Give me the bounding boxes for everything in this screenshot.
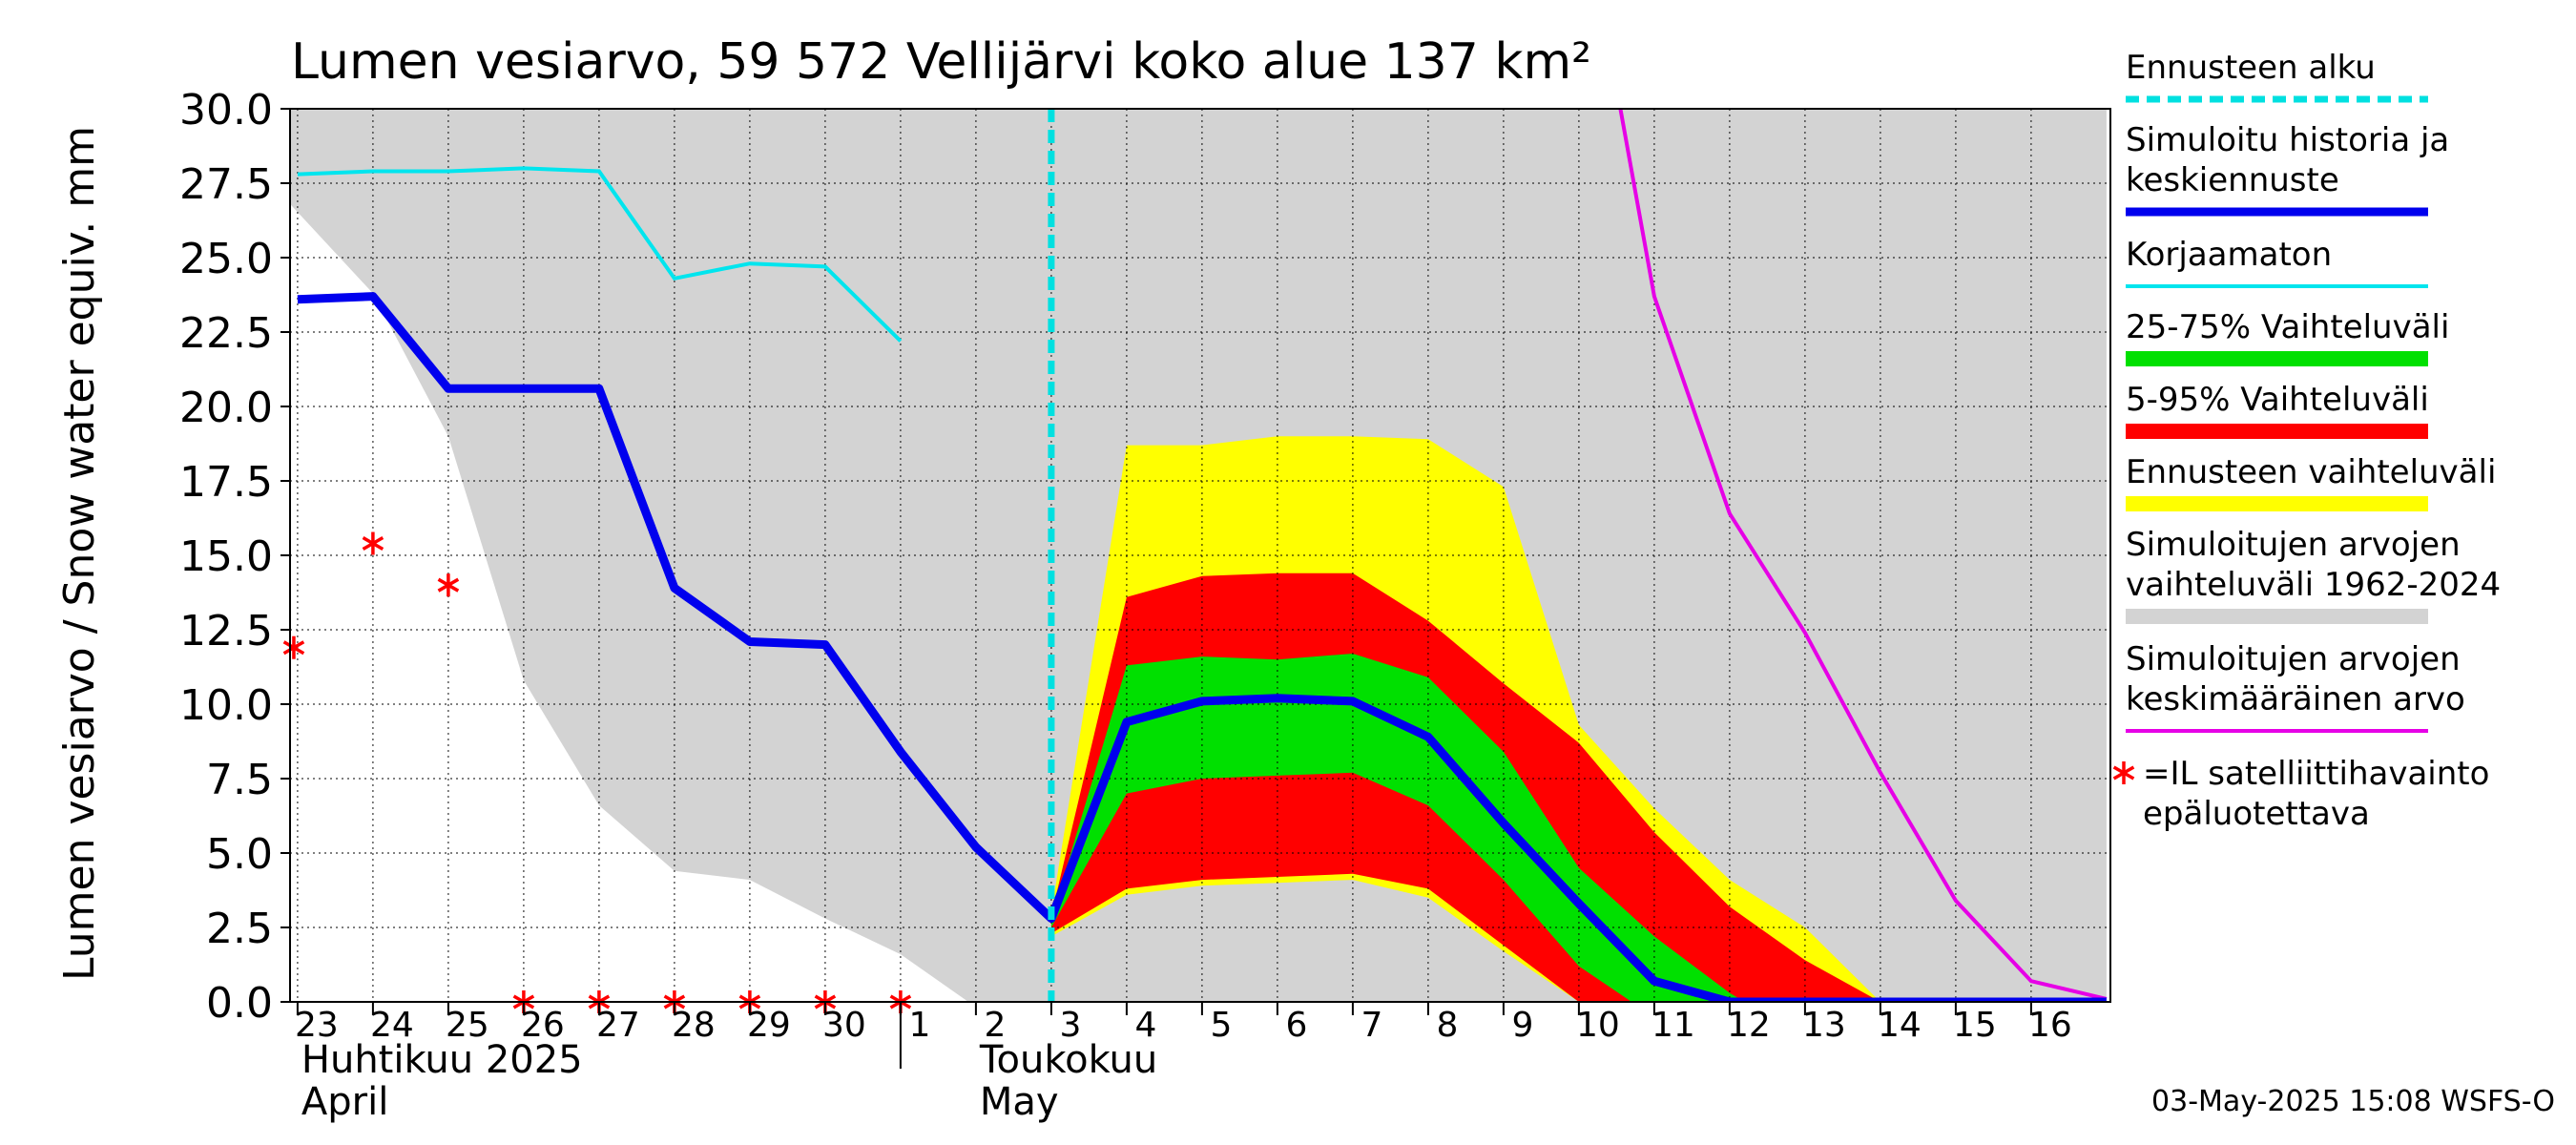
y-tick-label: 25.0	[179, 235, 273, 283]
legend-label: Korjaamaton	[2126, 236, 2332, 274]
x-tick-label: 7	[1361, 1006, 1382, 1045]
legend-label: Simuloitu historia ja	[2126, 121, 2449, 159]
y-tick-label: 12.5	[179, 607, 273, 656]
satellite-observation	[362, 531, 384, 555]
simulated-mean-line	[1618, 109, 2108, 1001]
x-tick-label: 14	[1878, 1006, 1922, 1045]
satellite-observation	[282, 635, 305, 659]
legend-item: Ennusteen alku	[2126, 49, 2428, 103]
y-tick-label: 27.5	[179, 160, 273, 209]
y-tick-label: 15.0	[179, 532, 273, 581]
y-tick-label: 2.5	[206, 905, 273, 953]
legend-asterisk	[2112, 761, 2135, 784]
p25-75-band	[1050, 654, 1745, 1002]
x-tick-label: 5	[1210, 1006, 1232, 1045]
legend-label: 5-95% Vaihteluväli	[2126, 381, 2429, 419]
legend-swatch	[2126, 351, 2428, 366]
legend-label: vaihteluväli 1962-2024	[2126, 566, 2501, 604]
y-tick-label: 17.5	[179, 458, 273, 507]
legend-label: Ennusteen alku	[2126, 49, 2376, 87]
plot-layers	[290, 109, 2110, 1002]
month-label-en: May	[980, 1080, 1059, 1124]
chart-title: Lumen vesiarvo, 59 572 Vellijärvi koko a…	[291, 33, 1591, 91]
y-tick-label: 30.0	[179, 86, 273, 135]
month-label-fi: Huhtikuu 2025	[301, 1038, 583, 1082]
legend-label: Simuloitujen arvojen	[2126, 640, 2461, 678]
asterisk-stroke	[282, 640, 305, 656]
x-tick-label: 26	[521, 1006, 565, 1045]
x-tick-label: 12	[1727, 1006, 1771, 1045]
legend-item: 5-95% Vaihteluväli	[2126, 381, 2429, 439]
y-tick-label: 22.5	[179, 309, 273, 358]
legend-item: Ennusteen vaihteluväli	[2126, 453, 2496, 511]
x-tick-label: 8	[1436, 1006, 1458, 1045]
asterisk-stroke	[2112, 765, 2135, 781]
y-tick-label: 10.0	[179, 681, 273, 730]
y-tick-label: 20.0	[179, 384, 273, 432]
legend-label: keskiennuste	[2126, 161, 2339, 199]
uncorrected-line	[297, 166, 903, 343]
footer-timestamp: 03-May-2025 15:08 WSFS-O	[2151, 1085, 2555, 1118]
x-tick-label: 23	[295, 1006, 339, 1045]
x-tick-label: 6	[1285, 1006, 1307, 1045]
legend-item: 25-75% Vaihteluväli	[2126, 308, 2449, 366]
x-tick-label: 3	[1059, 1006, 1081, 1045]
asterisk-stroke	[362, 536, 384, 552]
legend-swatch	[2126, 609, 2428, 624]
x-tick-label: 29	[747, 1006, 791, 1045]
legend-label: keskimääräinen arvo	[2126, 680, 2465, 718]
x-tick-label: 9	[1511, 1006, 1533, 1045]
x-tick-label: 28	[672, 1006, 716, 1045]
x-tick-label: 1	[908, 1006, 930, 1045]
legend-label: Ennusteen vaihteluväli	[2126, 453, 2496, 491]
satellite-observation	[437, 573, 460, 597]
y-tick-label: 0.0	[206, 979, 273, 1028]
month-label-fi: Toukokuu	[979, 1038, 1157, 1082]
x-tick-label: 10	[1576, 1006, 1620, 1045]
legend-label: Simuloitujen arvojen	[2126, 526, 2461, 564]
x-tick-label: 4	[1134, 1006, 1156, 1045]
x-tick-label: 25	[446, 1006, 489, 1045]
plot-area: 0.0 2.5 5.0 7.5 10.0 12.5 15.0 17.5 20.0 22.5 25.0…	[179, 86, 2111, 1124]
legend-swatch	[2126, 496, 2428, 511]
y-axis-label: Lumen vesiarvo / Snow water equiv. mm	[55, 126, 104, 981]
x-tick-label: 13	[1802, 1006, 1846, 1045]
legend-label: =IL satelliittihavainto	[2143, 755, 2489, 793]
y-tick-label: 7.5	[206, 756, 273, 804]
legend-swatch	[2126, 424, 2428, 439]
legend-label: epäluotettava	[2143, 795, 2370, 833]
asterisk-stroke	[437, 577, 460, 593]
x-tick-label: 2	[984, 1006, 1006, 1045]
x-tick-label: 24	[370, 1006, 414, 1045]
legend-label: 25-75% Vaihteluväli	[2126, 308, 2449, 346]
x-tick-label: 11	[1652, 1006, 1695, 1045]
x-tick-label: 16	[2028, 1006, 2072, 1045]
month-label-en: April	[301, 1080, 388, 1124]
legend-item: Korjaamaton	[2126, 236, 2428, 288]
x-tick-label: 27	[596, 1006, 640, 1045]
y-tick-label: 5.0	[206, 830, 273, 879]
x-tick-label: 30	[822, 1006, 866, 1045]
x-tick-label: 15	[1953, 1006, 1997, 1045]
